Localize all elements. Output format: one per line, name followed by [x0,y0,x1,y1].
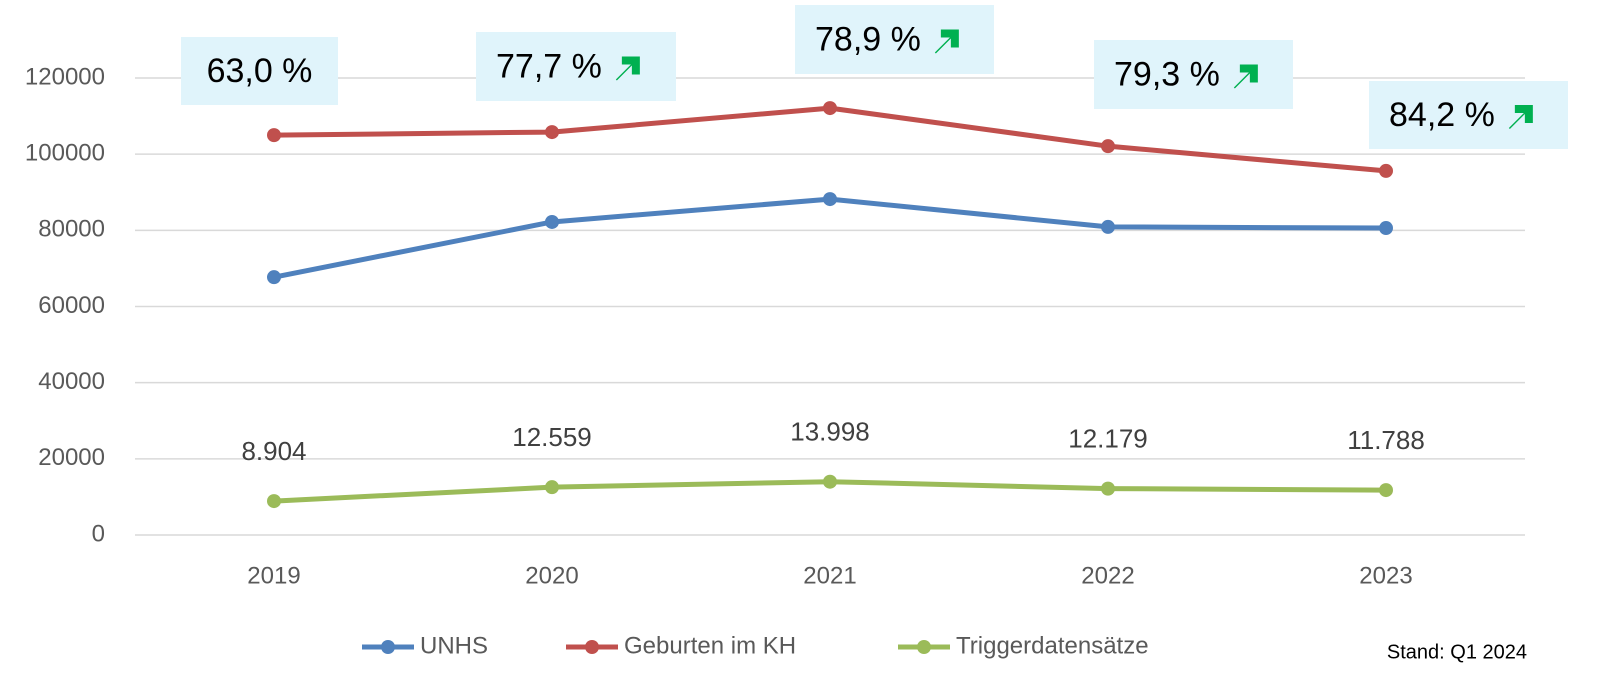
series-line [273,105,1387,174]
legend-label: Geburten im KH [624,632,796,659]
note: Stand: Q1 2024 [1387,641,1527,663]
legend-label: Triggerdatensätze [956,632,1149,659]
data-point [545,214,559,229]
data-point [267,128,281,143]
x-tick-label: 2023 [1359,562,1412,589]
x-tick-label: 2022 [1081,562,1134,589]
data-point [1101,481,1115,496]
trend-arrow [934,29,959,54]
y-tick-label: 80000 [38,216,105,243]
trend-arrow [1233,64,1258,89]
annotation-text: 84,2 % [1389,96,1495,134]
y-tick-label: 40000 [38,368,105,395]
annotation-box [181,37,338,105]
data-point [267,270,281,285]
data-point [823,474,837,489]
x-tick-label: 2021 [803,562,856,589]
legend-marker [917,640,931,654]
annotation-text: 79,3 % [1114,55,1220,93]
data-point [823,192,837,207]
y-tick-label: 0 [92,520,105,547]
data-label: 12.179 [1068,423,1148,453]
legend-marker [381,640,395,654]
data-point [1379,221,1393,236]
legend-marker [585,640,599,654]
data-point [1101,139,1115,154]
data-point [1101,219,1115,234]
annotation-text: 77,7 % [496,47,602,85]
trend-arrow [615,56,640,81]
data-point [545,480,559,495]
y-tick-label: 120000 [25,63,105,90]
data-point [1379,483,1393,498]
data-label: 13.998 [790,417,870,447]
annotation-text: 78,9 % [815,20,921,58]
data-point [1379,163,1393,178]
data-point [823,101,837,116]
series-line [273,196,1387,280]
data-label: 11.788 [1347,425,1425,455]
x-tick-label: 2020 [525,562,578,589]
annotation-box [795,5,994,74]
data-label: 8.904 [241,436,306,466]
annotation-box [476,32,676,101]
annotation-box [1369,81,1568,149]
x-tick-label: 2019 [247,562,300,589]
legend-label: UNHS [420,632,488,659]
y-tick-label: 100000 [25,140,105,167]
data-point [267,494,281,509]
annotation-box [1094,40,1293,109]
trend-arrow [1508,105,1533,129]
annotation-text: 63,0 % [207,52,313,90]
data-point [545,125,559,140]
y-tick-label: 20000 [38,444,105,471]
data-label: 12.559 [512,422,592,452]
y-tick-label: 60000 [38,292,105,319]
